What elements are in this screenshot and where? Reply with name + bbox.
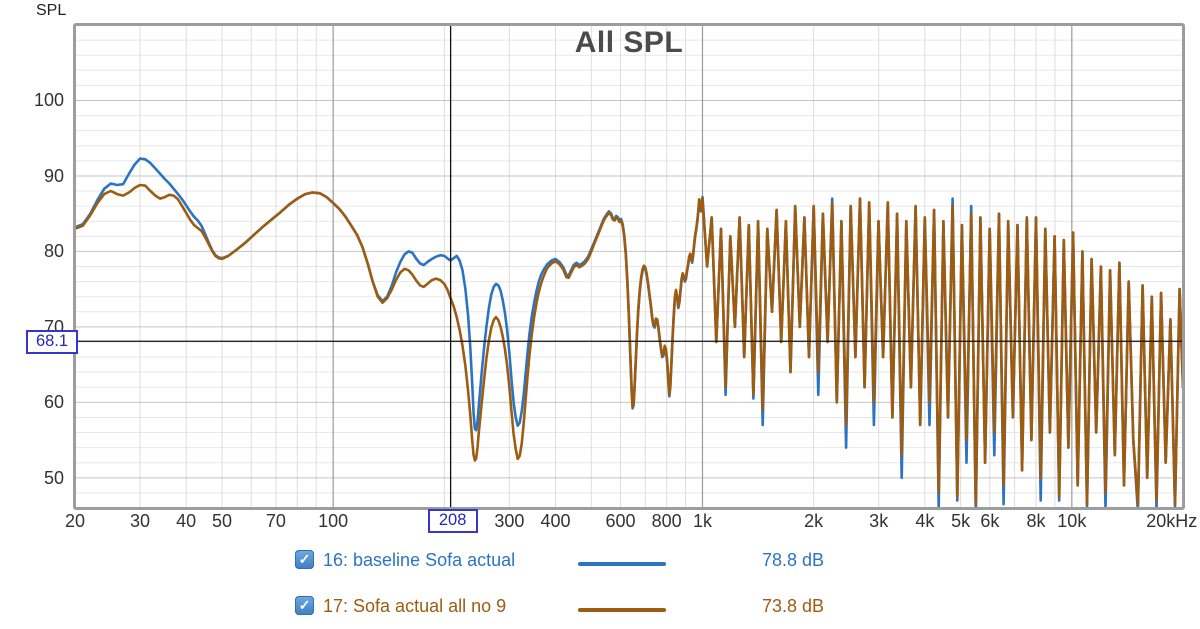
x-tick-label: 6k (980, 511, 1000, 531)
series-17-checkbox[interactable]: ✓ (295, 596, 314, 615)
x-tick-label: 300 (494, 511, 525, 531)
series-16-line-swatch (578, 562, 666, 566)
series-16-spl-value: 78.8 dB (762, 550, 825, 570)
plot-area[interactable] (75, 25, 1183, 508)
y-tick-label: 80 (43, 241, 64, 262)
y-axis-title: SPL (36, 2, 67, 19)
y-tick-label: 60 (43, 392, 64, 413)
y-tick-label: 50 (43, 467, 64, 488)
x-tick-label: 10k (1057, 511, 1087, 531)
x-tick-label: 1k (692, 511, 712, 531)
cursor-freq-readout: 208 (427, 509, 478, 533)
x-tick-label: 3k (869, 511, 889, 531)
x-tick-label: 600 (605, 511, 636, 531)
x-tick-label: 5k (951, 511, 971, 531)
y-tick-label: 100 (33, 90, 64, 111)
x-tick-label: 40 (176, 511, 197, 531)
series-17-line-swatch (578, 608, 666, 612)
x-tick-label: 800 (651, 511, 682, 531)
y-tick-label: 90 (43, 165, 64, 186)
x-tick-label: 20 (64, 511, 86, 531)
x-tick-label: 2k (804, 511, 824, 531)
series-17-label: 17: Sofa actual all no 9 (323, 596, 507, 616)
series-17-spl-value: 73.8 dB (762, 596, 825, 616)
x-tick-label: 50 (211, 511, 232, 531)
x-tick-label: 20kHz (1146, 511, 1198, 531)
series-16-label: 16: baseline Sofa actual (323, 550, 516, 570)
check-icon: ✓ (298, 551, 311, 567)
series-trace-1 (75, 183, 1183, 506)
x-tick-label: 8k (1026, 511, 1046, 531)
series-16-checkbox[interactable]: ✓ (295, 550, 314, 569)
check-icon: ✓ (298, 597, 311, 613)
cursor-spl-readout: 68.1 (26, 330, 78, 355)
x-tick-label: 100 (318, 511, 349, 531)
x-tick-label: 400 (540, 511, 571, 531)
x-tick-label: 70 (265, 511, 286, 531)
x-tick-label: 30 (130, 511, 151, 531)
x-tick-label: 4k (915, 511, 935, 531)
